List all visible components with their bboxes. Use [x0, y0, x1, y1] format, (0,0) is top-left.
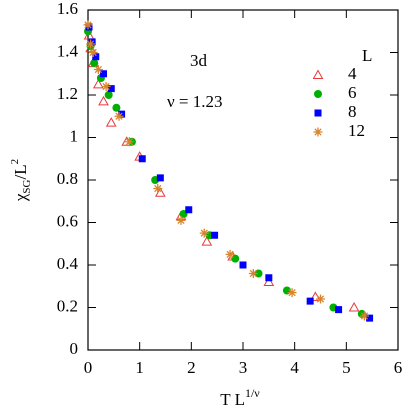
x-tick-label: 6: [394, 358, 403, 377]
legend-title: L: [362, 46, 372, 65]
data-point: [90, 59, 99, 68]
x-axis-label: T L1/ν: [220, 386, 260, 409]
y-tick-label: 0.6: [57, 211, 78, 230]
data-point: [248, 269, 258, 278]
data-point: [92, 78, 104, 89]
data-point: [316, 294, 325, 304]
plot-frame: [87, 9, 399, 351]
x-tick-label: 5: [342, 358, 351, 377]
data-point: [359, 311, 369, 321]
data-point: [85, 23, 93, 31]
x-label-base: T L: [220, 390, 245, 409]
y-tick-label: 1.6: [57, 0, 78, 18]
data-point: [100, 70, 107, 78]
x-label-sup: 1/ν: [245, 386, 260, 400]
data-point: [153, 184, 163, 193]
data-point: [211, 231, 219, 239]
data-point: [104, 91, 113, 99]
y-tick-label: 1.2: [57, 84, 78, 103]
legend-marker: [312, 69, 324, 79]
legend-label: 4: [348, 64, 357, 83]
data-point: [287, 288, 297, 298]
data-point: [86, 39, 96, 49]
data-point: [92, 53, 100, 61]
data-point: [156, 174, 164, 182]
annotation: 3d: [190, 51, 208, 70]
legend-marker: [313, 127, 323, 137]
data-point: [83, 20, 93, 30]
legend-label: 8: [348, 102, 357, 121]
y-label-mid: /L: [11, 164, 30, 179]
legend-marker: [314, 109, 322, 117]
y-label-base: χ: [11, 193, 30, 202]
data-point: [124, 137, 134, 147]
legend-label: 12: [348, 121, 365, 140]
data-point: [138, 155, 146, 163]
data-point: [201, 236, 213, 246]
data-point: [366, 314, 374, 322]
x-tick-label: 4: [290, 358, 299, 377]
y-axis-label: χSG/L2: [9, 159, 33, 202]
data-point: [176, 215, 186, 225]
data-point: [93, 65, 103, 74]
data-point: [114, 111, 124, 121]
data-point: [263, 276, 275, 286]
x-tick-label: 0: [84, 358, 93, 377]
data-point: [98, 95, 109, 106]
y-tick-label: 0.2: [57, 296, 78, 315]
data-point: [88, 48, 98, 57]
data-point: [185, 206, 193, 214]
y-label-sub: SG: [21, 179, 33, 193]
x-tick-label: 2: [187, 358, 196, 377]
data-point: [107, 85, 115, 93]
data-point: [348, 301, 360, 312]
data-point: [335, 306, 343, 314]
data-point: [265, 274, 273, 282]
y-tick-label: 1: [70, 126, 79, 145]
data-point: [239, 261, 247, 269]
data-point: [199, 228, 209, 238]
legend-label: 6: [348, 83, 357, 102]
data-point: [105, 117, 117, 127]
y-tick-label: 0: [70, 339, 79, 358]
data-point: [254, 269, 263, 278]
y-tick-label: 0.4: [57, 254, 79, 273]
data-point: [225, 249, 235, 259]
legend-marker: [314, 90, 322, 98]
data-point: [306, 297, 314, 305]
x-tick-label: 1: [135, 358, 144, 377]
data-point: [112, 103, 121, 112]
y-tick-label: 1.4: [57, 41, 79, 60]
x-tick-label: 3: [239, 358, 248, 377]
y-label-sup: 2: [9, 159, 21, 165]
y-tick-label: 0.8: [57, 169, 78, 188]
annotation: ν = 1.23: [167, 92, 223, 111]
data-point: [101, 82, 111, 91]
